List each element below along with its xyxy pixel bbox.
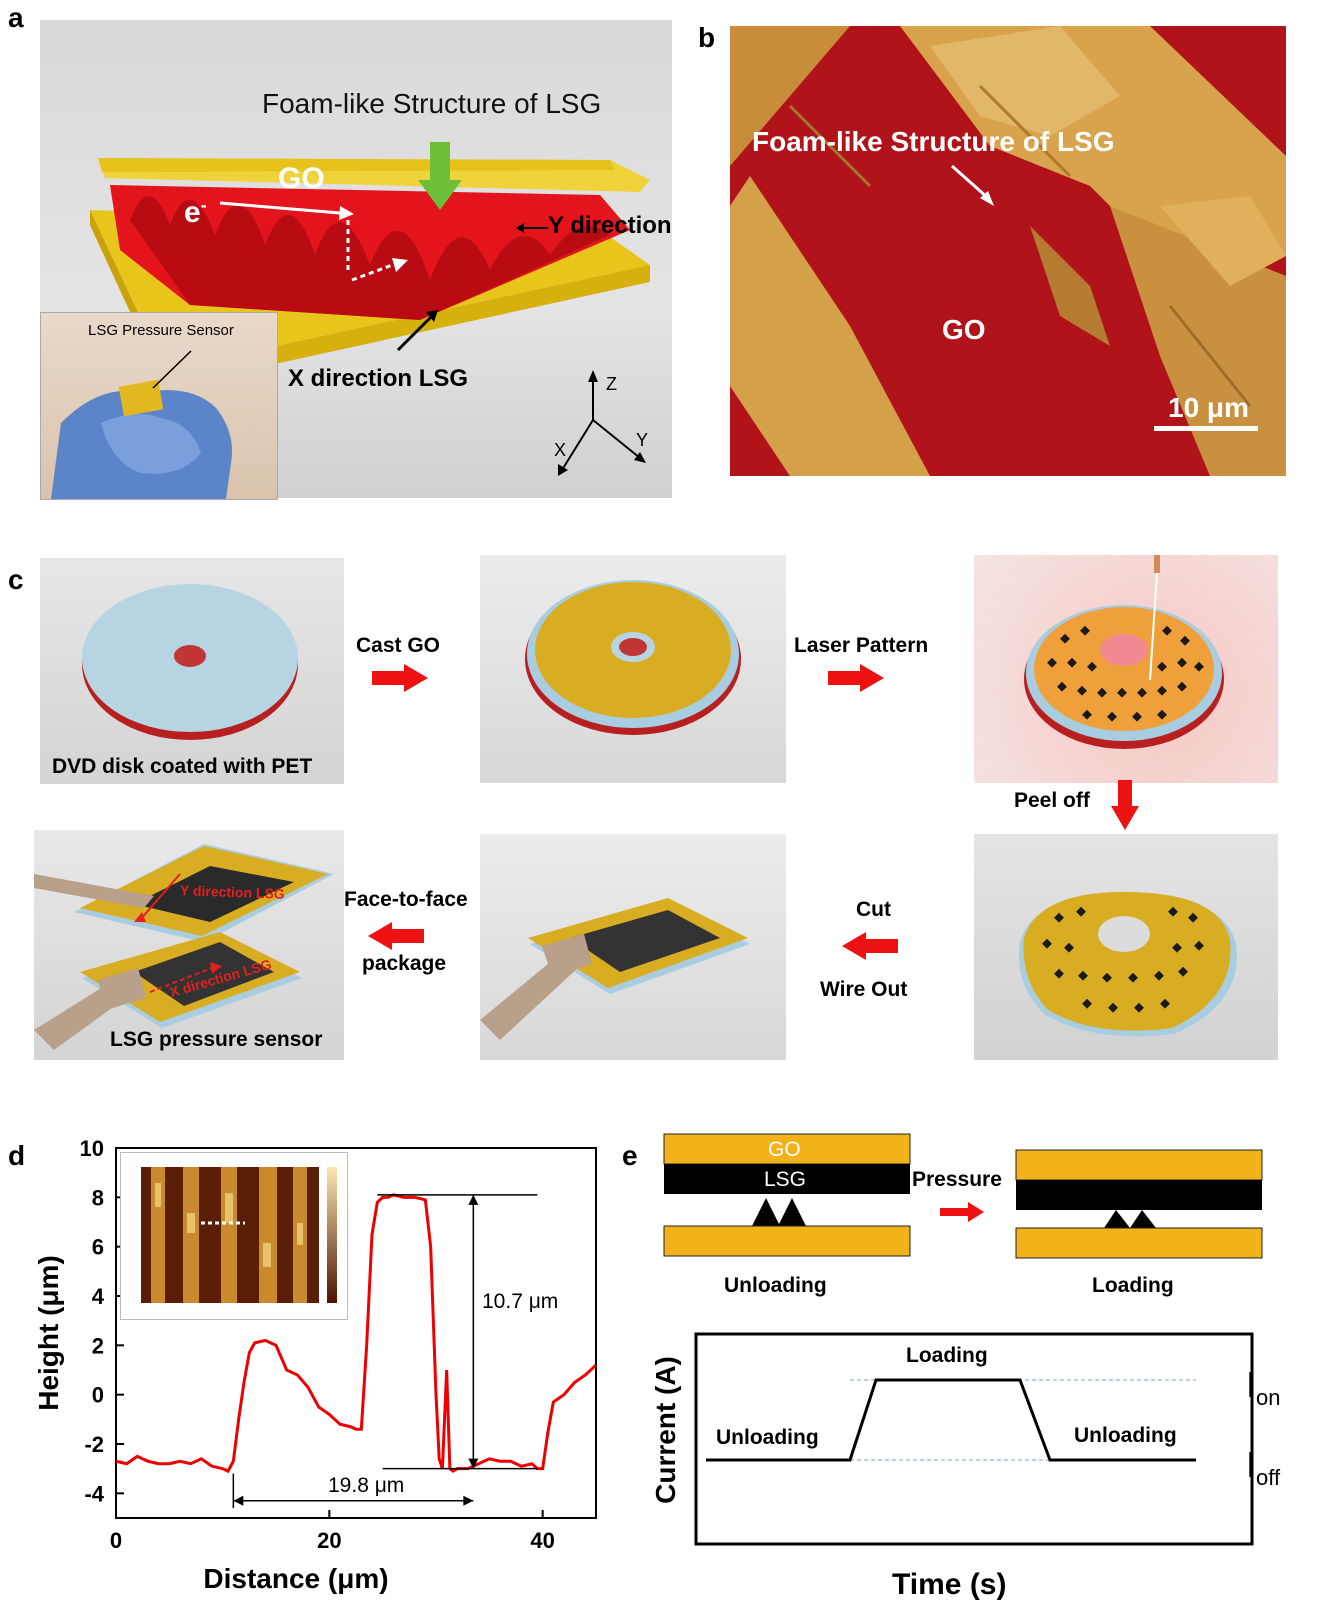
y-tick-label: 6 xyxy=(92,1235,104,1260)
step-dvd-disk-image xyxy=(40,558,344,784)
axis-x-label: X xyxy=(554,440,567,460)
arrow-cut-wire-out xyxy=(842,932,898,960)
y-tick-label: 0 xyxy=(92,1383,104,1408)
step-final-sensor-image xyxy=(34,830,344,1060)
plot-xlabel: Time (s) xyxy=(892,1568,1007,1601)
panel-e-letter: e xyxy=(622,1140,638,1171)
face-to-face-sensor xyxy=(34,844,334,1050)
arrow-cut-label: Cut xyxy=(856,898,891,921)
schematic-lsg-label: LSG xyxy=(764,1168,807,1191)
schematic-loading-label: Loading xyxy=(1092,1274,1174,1297)
arrow-peel-off-label: Peel off xyxy=(1014,789,1090,812)
laser-patterned-disk xyxy=(1024,555,1224,749)
wired-electrode xyxy=(480,898,750,1040)
annotation-arrowhead-up xyxy=(468,1194,479,1205)
sem-micrograph xyxy=(730,26,1286,476)
panel-d-letter: d xyxy=(8,1140,26,1171)
annotation-arrowhead-right xyxy=(463,1495,474,1506)
arrow-cast-go xyxy=(372,664,428,692)
annotation-height-label: 10.7 μm xyxy=(482,1290,559,1313)
i-off-label: Ioff xyxy=(1246,1444,1280,1491)
i-on-symbol: I xyxy=(1246,1364,1257,1405)
panel-b-go-label: GO xyxy=(942,314,986,345)
x-tick-label: 20 xyxy=(317,1528,341,1553)
x-axis-label: Distance (μm) xyxy=(203,1563,388,1594)
electron-symbol: e xyxy=(184,196,201,229)
y-tick-label: 8 xyxy=(92,1185,104,1210)
annotation-width-label: 19.8 μm xyxy=(328,1474,405,1497)
electron-sup: - xyxy=(200,195,207,215)
panel-a-inset-photo xyxy=(40,312,278,500)
arrow-laser-pattern-label: Laser Pattern xyxy=(794,634,929,657)
y-tick-label: -2 xyxy=(84,1432,104,1457)
schematic-go-label: GO xyxy=(768,1138,801,1161)
y-tick-label: 10 xyxy=(80,1136,104,1161)
panel-b-sem-image xyxy=(730,26,1286,476)
dvd-disk xyxy=(82,584,298,740)
annotation-arrowhead-left xyxy=(233,1495,244,1506)
arrow-cast-go-label: Cast GO xyxy=(356,634,441,657)
step-go-coated-image xyxy=(480,555,786,783)
plot-loading-label: Loading xyxy=(906,1344,988,1367)
afm-inset-image xyxy=(120,1152,348,1320)
plot-frame xyxy=(115,1147,597,1519)
y-tick-label: 4 xyxy=(92,1284,105,1309)
inset-sensor-label: LSG Pressure Sensor xyxy=(88,322,234,339)
plot-unloading-right-label: Unloading xyxy=(1074,1424,1177,1447)
current-time-schematic-plot xyxy=(694,1332,1254,1546)
step-laser-pattern-image xyxy=(974,555,1278,783)
panel-a-title: Foam-like Structure of LSG xyxy=(262,88,602,119)
y-tick-label: -4 xyxy=(84,1481,104,1506)
i-on-subscript: on xyxy=(1256,1385,1281,1411)
arrow-package-label: package xyxy=(362,952,447,975)
i-off-subscript: off xyxy=(1256,1465,1281,1491)
panel-b-title: Foam-like Structure of LSG xyxy=(752,126,1115,157)
arrow-wire-out-label: Wire Out xyxy=(820,978,908,1001)
panel-c-letter: c xyxy=(8,564,24,595)
arrow-peel-off xyxy=(1111,780,1139,830)
panel-a-electron-label: e- xyxy=(184,195,207,230)
panel-a-go-label: GO xyxy=(278,162,325,195)
x-tick-label: 0 xyxy=(110,1528,122,1553)
final-sensor-caption: LSG pressure sensor xyxy=(110,1028,323,1051)
axis-y-label: Y xyxy=(636,430,649,450)
plot-unloading-left-label: Unloading xyxy=(716,1426,819,1449)
go-coated-disk xyxy=(525,580,741,735)
height-profile-chart: -4 -2 0 2 4 6 8 10 0 20 40 Distance (μm) Height (μm) xyxy=(33,1136,598,1594)
i-off-symbol: I xyxy=(1246,1444,1257,1485)
arrow-laser-pattern xyxy=(828,664,884,692)
panel-a-letter: a xyxy=(8,2,24,33)
i-on-label: Ion xyxy=(1246,1364,1281,1411)
y-axis-label: Height (μm) xyxy=(33,1255,64,1411)
x-tick-label: 40 xyxy=(530,1528,554,1553)
panel-a-x-direction: X direction LSG xyxy=(288,365,469,392)
peeled-patterned-film xyxy=(1019,892,1237,1037)
arrow-face-to-face-label: Face-to-face xyxy=(344,888,468,911)
panel-a-y-direction: Y direction xyxy=(548,212,672,239)
schematic-unloading-label: Unloading xyxy=(724,1274,827,1297)
annotation-arrowhead-down xyxy=(468,1458,479,1469)
step-dvd-caption: DVD disk coated with PET xyxy=(52,755,313,778)
arrow-face-to-face xyxy=(368,922,424,950)
y-tick-label: 2 xyxy=(92,1333,104,1358)
schematic-pressure-label: Pressure xyxy=(912,1168,1002,1191)
axis-z-label: Z xyxy=(606,374,617,394)
height-profile-line xyxy=(115,1193,598,1474)
loading-schematic xyxy=(663,1133,1263,1259)
plot-ylabel: Current (A) xyxy=(649,1356,681,1504)
panel-b-scale-bar-label: 10 μm xyxy=(1168,392,1249,423)
step-wired-electrode-image xyxy=(480,834,786,1060)
gloved-hand-image xyxy=(51,350,232,499)
afm-topography-image xyxy=(141,1167,337,1303)
panel-b-letter: b xyxy=(698,22,716,53)
step-peeled-film-image xyxy=(974,834,1278,1060)
